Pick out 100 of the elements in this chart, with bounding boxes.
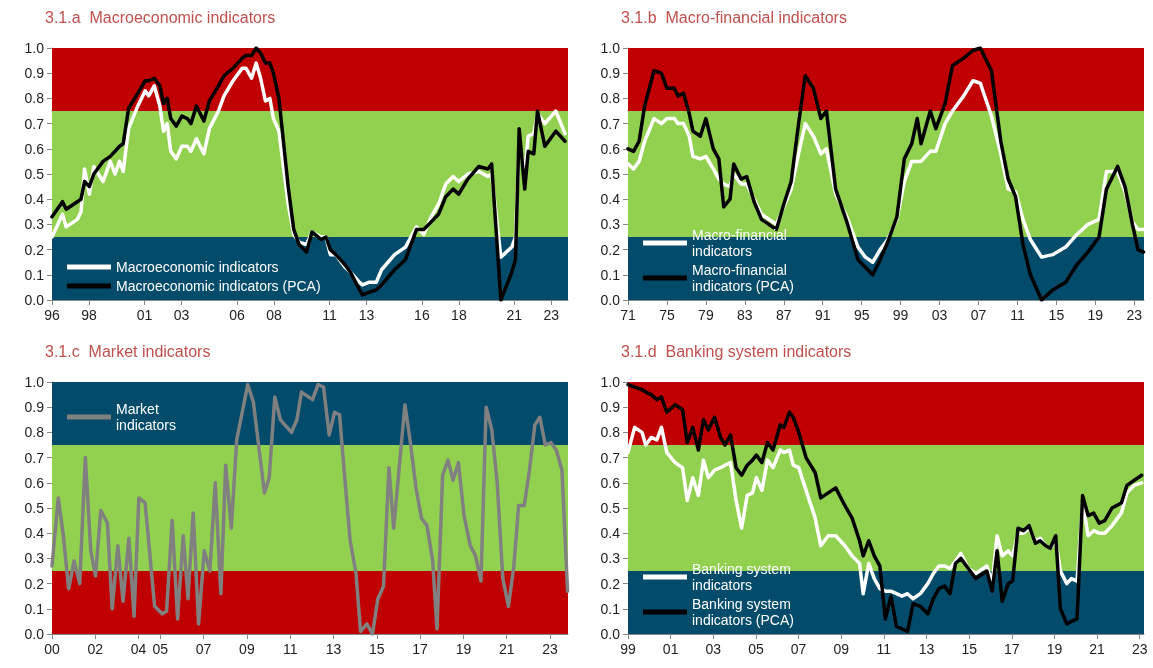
legend-label: Macroeconomic indicators bbox=[116, 259, 279, 275]
chart-title: 3.1.a Macroeconomic indicators bbox=[45, 8, 276, 26]
y-tick-label: 0.6 bbox=[600, 140, 621, 157]
x-tick-label: 00 bbox=[44, 641, 60, 657]
y-tick-label: 0.9 bbox=[24, 65, 45, 82]
x-tick-label: 99 bbox=[892, 307, 909, 323]
line-series bbox=[626, 46, 1146, 302]
x-tick-label: 06 bbox=[229, 307, 245, 323]
x-tick-label: 98 bbox=[81, 307, 97, 323]
x-tick-label: 21 bbox=[506, 307, 523, 323]
x-tick-label: 23 bbox=[1131, 641, 1148, 657]
x-tick-label: 11 bbox=[322, 307, 337, 323]
y-tick-label: 0.2 bbox=[600, 241, 621, 258]
x-tick-label: 08 bbox=[266, 307, 282, 323]
y-tick-label: 0.8 bbox=[600, 90, 621, 107]
y-tick-label: 1.0 bbox=[24, 40, 45, 56]
x-tick-label: 07 bbox=[790, 641, 807, 657]
x-tick-label: 04 bbox=[130, 641, 147, 657]
x-tick-label: 23 bbox=[1126, 307, 1143, 323]
x-tick-label: 79 bbox=[698, 307, 714, 323]
y-tick-label: 0.0 bbox=[24, 626, 45, 642]
y-tick-label: 0.8 bbox=[600, 424, 621, 441]
x-tick-label: 15 bbox=[1048, 307, 1065, 323]
y-tick-label: 0.6 bbox=[600, 474, 621, 491]
x-tick-label: 01 bbox=[136, 307, 153, 323]
x-tick-label: 75 bbox=[659, 307, 675, 323]
x-tick-label: 23 bbox=[542, 641, 559, 657]
y-tick-label: 0.5 bbox=[24, 500, 45, 516]
y-tick-label: 0.7 bbox=[600, 115, 621, 132]
x-tick-label: 21 bbox=[498, 641, 515, 657]
y-tick-label: 0.4 bbox=[24, 525, 45, 542]
x-tick-label: 19 bbox=[1087, 307, 1104, 323]
y-tick-label: 0.0 bbox=[600, 292, 621, 308]
x-tick-label: 07 bbox=[970, 307, 987, 323]
x-tick-label: 87 bbox=[775, 307, 792, 323]
legend-label: Macro-financial indicators (PCA) bbox=[692, 262, 794, 294]
x-tick-label: 05 bbox=[152, 641, 169, 657]
x-tick-label: 11 bbox=[1010, 307, 1025, 323]
y-tick-label: 0.2 bbox=[24, 241, 45, 258]
y-tick-label: 0.1 bbox=[600, 600, 621, 617]
x-tick-label: 03 bbox=[705, 641, 722, 657]
x-tick-label: 02 bbox=[87, 641, 104, 657]
x-tick-label: 03 bbox=[173, 307, 190, 323]
y-tick-label: 0.4 bbox=[24, 191, 45, 208]
x-tick-label: 13 bbox=[358, 307, 375, 323]
x-tick-label: 03 bbox=[931, 307, 948, 323]
x-tick-label: 18 bbox=[451, 307, 467, 323]
y-tick-label: 0.1 bbox=[600, 266, 621, 283]
y-tick-label: 0.7 bbox=[24, 449, 45, 466]
x-tick-label: 19 bbox=[1046, 641, 1063, 657]
y-tick-label: 0.1 bbox=[24, 266, 45, 283]
chart-title: 3.1.d Banking system indicators bbox=[621, 342, 852, 360]
x-tick-label: 05 bbox=[748, 641, 764, 657]
y-tick-label: 0.2 bbox=[24, 575, 45, 592]
y-tick-label: 0.5 bbox=[24, 166, 45, 182]
y-tick-label: 0.5 bbox=[600, 500, 621, 516]
y-tick-label: 0.0 bbox=[600, 626, 621, 642]
x-tick-label: 16 bbox=[414, 307, 430, 323]
x-tick-label: 15 bbox=[369, 641, 385, 657]
y-tick-label: 0.9 bbox=[600, 399, 621, 416]
y-tick-label: 0.5 bbox=[600, 166, 621, 182]
x-tick-label: 15 bbox=[961, 641, 978, 657]
chart-title: 3.1.c Market indicators bbox=[45, 342, 211, 360]
y-tick-label: 0.7 bbox=[600, 449, 621, 466]
x-tick-label: 91 bbox=[814, 307, 831, 323]
chart-title: 3.1.b Macro-financial indicators bbox=[621, 8, 847, 26]
x-tick-label: 09 bbox=[833, 641, 850, 657]
y-tick-label: 1.0 bbox=[24, 374, 45, 390]
x-tick-label: 19 bbox=[455, 641, 472, 657]
y-tick-label: 1.0 bbox=[600, 374, 621, 390]
y-tick-label: 0.1 bbox=[24, 600, 45, 617]
y-tick-label: 0.0 bbox=[24, 292, 45, 308]
y-tick-label: 0.4 bbox=[600, 525, 621, 542]
y-tick-label: 0.3 bbox=[600, 216, 621, 233]
x-tick-label: 23 bbox=[543, 307, 560, 323]
y-tick-label: 0.4 bbox=[600, 191, 621, 208]
x-tick-label: 07 bbox=[195, 641, 212, 657]
y-tick-label: 0.3 bbox=[600, 550, 621, 567]
y-tick-label: 0.6 bbox=[24, 474, 45, 491]
x-tick-label: 01 bbox=[662, 641, 679, 657]
x-tick-label: 11 bbox=[876, 641, 892, 657]
y-tick-label: 0.8 bbox=[24, 90, 45, 107]
x-tick-label: 17 bbox=[1004, 641, 1020, 657]
y-tick-label: 0.8 bbox=[24, 424, 45, 441]
y-tick-label: 0.3 bbox=[24, 550, 45, 567]
y-tick-label: 0.2 bbox=[600, 575, 621, 592]
x-tick-label: 95 bbox=[853, 307, 870, 323]
line-series bbox=[50, 382, 570, 636]
y-tick-label: 0.9 bbox=[600, 65, 621, 82]
y-tick-label: 0.7 bbox=[24, 115, 45, 132]
x-tick-label: 99 bbox=[620, 641, 636, 657]
legend-label: Banking system indicators (PCA) bbox=[692, 596, 795, 628]
y-tick-label: 0.9 bbox=[24, 399, 45, 416]
y-tick-label: 0.6 bbox=[24, 140, 45, 157]
y-tick-label: 1.0 bbox=[600, 40, 621, 56]
x-tick-label: 13 bbox=[325, 641, 342, 657]
y-tick-label: 0.3 bbox=[24, 216, 45, 233]
x-tick-label: 83 bbox=[737, 307, 753, 323]
x-tick-label: 21 bbox=[1089, 641, 1106, 657]
x-tick-label: 09 bbox=[239, 641, 255, 657]
